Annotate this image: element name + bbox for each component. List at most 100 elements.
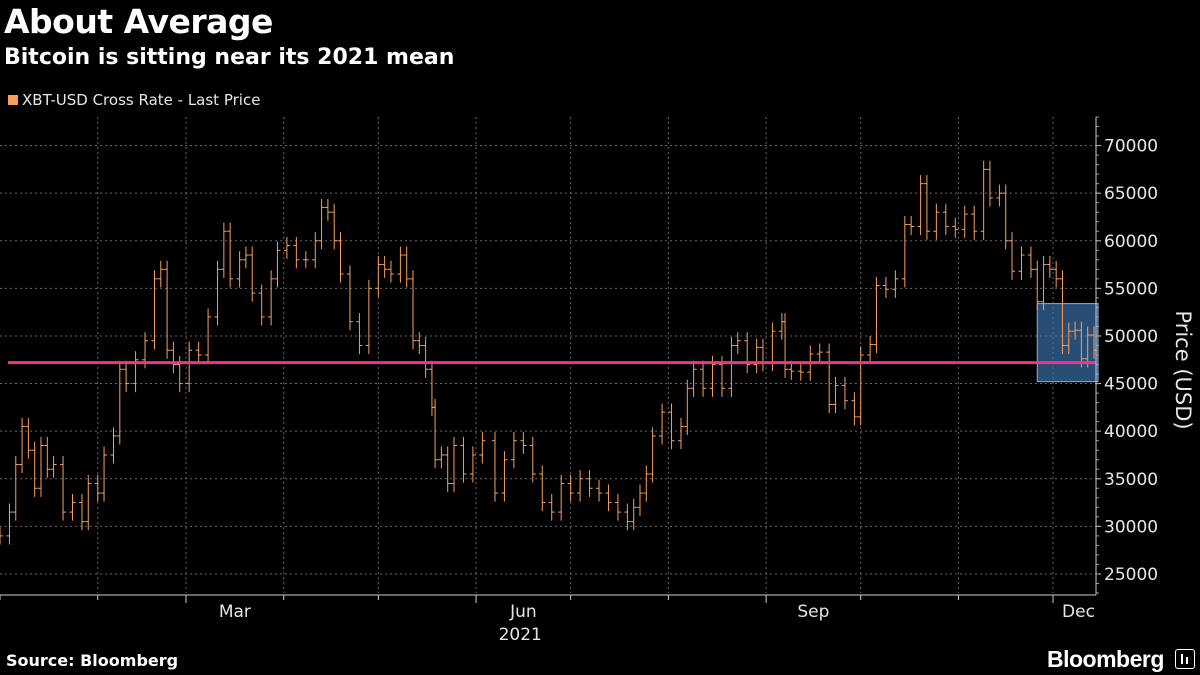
price-bar (132, 351, 139, 393)
legend-swatch (8, 95, 18, 105)
price-bar (491, 432, 498, 502)
price-bar (403, 246, 410, 288)
price-bar (1072, 321, 1079, 340)
x-tick-label: Dec (1062, 602, 1095, 622)
legend-label: XBT-USD Cross Rate - Last Price (22, 91, 261, 109)
price-bar (548, 493, 555, 521)
price-bar (151, 270, 158, 350)
price-bar (668, 403, 675, 450)
price-bar (331, 203, 338, 250)
price-bar (214, 260, 221, 326)
source-note: Source: Bloomberg (6, 651, 179, 670)
price-bar (567, 474, 574, 502)
x-tick-label: Jun (509, 602, 537, 622)
price-bar (258, 284, 265, 326)
price-bar (69, 493, 76, 521)
price-bar (6, 503, 13, 545)
y-tick-label: 40000 (1104, 422, 1158, 442)
bloomberg-badge-icon (1175, 649, 1195, 669)
price-bar (832, 376, 839, 414)
price-bar (1027, 246, 1034, 278)
price-bar (123, 360, 130, 393)
price-bar (700, 360, 707, 397)
price-bar (19, 417, 26, 474)
price-bar (728, 336, 735, 397)
price-bar (923, 175, 930, 240)
price-bar (195, 341, 202, 364)
price-bar (510, 432, 517, 469)
chart-title: About Average (4, 2, 273, 41)
price-bar (778, 313, 785, 340)
price-bar (236, 251, 243, 288)
price-bar (293, 236, 300, 269)
price-bar (375, 255, 382, 297)
price-bar (116, 360, 123, 445)
x-tick-label: Mar (219, 602, 251, 622)
y-axis-label: Price (USD) (1171, 310, 1195, 429)
price-bar (816, 343, 823, 363)
price-bar (416, 332, 423, 355)
price-bar (501, 451, 508, 502)
price-bar (659, 403, 666, 445)
price-bar (1078, 321, 1085, 368)
price-bar (227, 222, 234, 288)
price-bar (908, 216, 915, 236)
price-bar (734, 332, 741, 355)
price-bar (186, 341, 193, 393)
price-bar (986, 160, 993, 207)
price-bar (381, 255, 388, 278)
price-bar (1053, 260, 1060, 288)
price-bar (971, 205, 978, 240)
price-bar (857, 346, 864, 426)
price-bar (690, 360, 697, 397)
price-bar (901, 216, 908, 288)
price-bar (961, 205, 968, 238)
price-bar (78, 493, 85, 531)
price-bar (60, 455, 67, 521)
price-bar (649, 427, 656, 483)
price-bar (933, 203, 940, 240)
price-bar (94, 474, 101, 502)
price-bar (274, 241, 281, 288)
price-bar (50, 455, 57, 478)
price-bar (346, 265, 353, 331)
price-bar (841, 376, 848, 410)
price-bar (684, 379, 691, 435)
price-bar (996, 184, 1003, 207)
y-tick-label: 55000 (1104, 279, 1158, 299)
price-bar (249, 246, 256, 302)
price-bar (205, 308, 212, 364)
price-bar (365, 279, 372, 355)
y-tick-label: 70000 (1104, 137, 1158, 157)
price-bar (356, 313, 363, 355)
price-bar (324, 198, 331, 221)
price-bar (882, 276, 889, 298)
highlight-box (1036, 303, 1099, 383)
price-bar (268, 270, 275, 326)
price-bar (1034, 260, 1041, 311)
price-bar (1046, 255, 1053, 278)
price-bar (1059, 270, 1066, 355)
price-bar (397, 246, 404, 283)
price-bar (432, 398, 439, 469)
price-bar (826, 343, 833, 414)
y-tick-label: 60000 (1104, 232, 1158, 252)
price-bar (312, 232, 319, 269)
price-bar (110, 427, 117, 464)
price-bar (164, 260, 171, 359)
price-bar (85, 474, 92, 531)
price-bar (460, 436, 467, 483)
price-bar (337, 232, 344, 283)
price-bar (759, 338, 766, 372)
price-bar (283, 236, 290, 259)
y-tick-label: 25000 (1104, 565, 1158, 585)
legend: XBT-USD Cross Rate - Last Price (8, 91, 260, 109)
price-bar (170, 341, 177, 374)
price-bar (952, 217, 959, 238)
price-bar (892, 270, 899, 298)
price-bar (1018, 246, 1025, 280)
y-tick-label: 30000 (1104, 517, 1158, 537)
axes: 25000 30000 35000 40000 45000 50000 55000 60000… (0, 116, 1158, 645)
price-bar (677, 417, 684, 450)
price-bar (1040, 255, 1047, 311)
